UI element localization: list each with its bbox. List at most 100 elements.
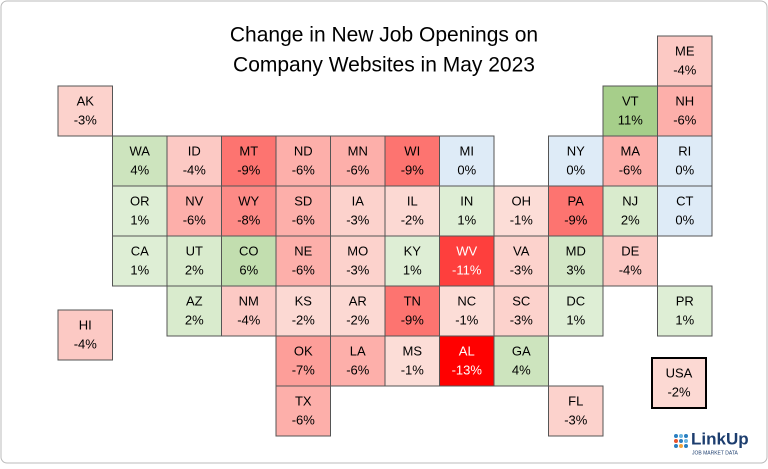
tile xyxy=(57,309,113,361)
state-label: MN xyxy=(348,143,368,158)
value-label: 11% xyxy=(618,112,643,127)
state-label: FL xyxy=(568,393,583,408)
state-label: NY xyxy=(567,143,585,158)
tile xyxy=(548,385,604,437)
state-label: PA xyxy=(568,193,585,208)
tile xyxy=(384,135,440,187)
value-label: -6% xyxy=(292,162,316,177)
tile xyxy=(330,335,386,387)
tile xyxy=(275,285,331,337)
value-label: -9% xyxy=(401,312,425,327)
tile xyxy=(275,335,331,387)
tile xyxy=(275,235,331,287)
value-label: -2% xyxy=(292,312,316,327)
state-label: CO xyxy=(239,243,259,258)
state-label: DE xyxy=(621,243,639,258)
value-label: -6% xyxy=(292,412,316,427)
value-label: -4% xyxy=(237,312,261,327)
value-label: -8% xyxy=(237,212,261,227)
tile xyxy=(330,235,386,287)
state-label: MI xyxy=(460,143,474,158)
value-label: -4% xyxy=(183,162,207,177)
value-label: -1% xyxy=(455,312,479,327)
state-label: AL xyxy=(459,343,475,358)
value-label: -6% xyxy=(292,212,316,227)
state-label: HI xyxy=(79,317,92,332)
state-label: IL xyxy=(407,193,418,208)
tile xyxy=(166,285,222,337)
state-label: RI xyxy=(678,143,691,158)
state-label: MA xyxy=(621,143,641,158)
value-label: -4% xyxy=(673,62,697,77)
state-label: NM xyxy=(239,293,259,308)
tile xyxy=(221,285,277,337)
tile xyxy=(493,335,549,387)
tile xyxy=(57,85,113,137)
tile xyxy=(493,185,549,237)
state-label: NV xyxy=(185,193,203,208)
tile xyxy=(112,185,168,237)
chart-title: Change in New Job Openings on xyxy=(230,24,538,47)
value-label: -1% xyxy=(510,212,534,227)
state-label: DC xyxy=(566,293,585,308)
tile xyxy=(657,135,713,187)
value-label: -6% xyxy=(346,162,370,177)
state-label: ME xyxy=(675,43,695,58)
tile xyxy=(275,135,331,187)
value-label: -6% xyxy=(183,212,207,227)
tile xyxy=(384,285,440,337)
state-label: MS xyxy=(403,343,423,358)
state-label: AK xyxy=(77,93,95,108)
tile xyxy=(657,185,713,237)
value-label: -9% xyxy=(401,162,425,177)
value-label: 6% xyxy=(239,262,258,277)
tile xyxy=(384,335,440,387)
tile xyxy=(330,135,386,187)
value-label: -9% xyxy=(564,212,588,227)
value-label: 0% xyxy=(457,162,476,177)
tile xyxy=(275,385,331,437)
state-label: VT xyxy=(622,93,639,108)
tile xyxy=(330,185,386,237)
value-label: 3% xyxy=(566,262,585,277)
tile xyxy=(439,335,495,387)
value-label: -9% xyxy=(237,162,261,177)
value-label: 1% xyxy=(457,212,476,227)
value-label: -13% xyxy=(452,362,483,377)
state-label: WV xyxy=(456,243,477,258)
value-label: -3% xyxy=(564,412,588,427)
state-label: NC xyxy=(457,293,476,308)
value-label: -4% xyxy=(74,336,98,351)
value-label: -1% xyxy=(401,362,425,377)
value-label: -3% xyxy=(74,112,98,127)
value-label: -11% xyxy=(452,262,482,277)
value-label: 0% xyxy=(675,212,694,227)
state-label: WY xyxy=(238,193,259,208)
state-label: MT xyxy=(239,143,258,158)
logo-text: LinkUp xyxy=(691,429,749,448)
value-label: 1% xyxy=(675,312,694,327)
value-label: 4% xyxy=(512,362,531,377)
state-label: AR xyxy=(349,293,367,308)
state-label: CA xyxy=(131,243,149,258)
value-label: -6% xyxy=(619,162,643,177)
tile xyxy=(439,185,495,237)
value-label: -4% xyxy=(619,262,643,277)
tile xyxy=(384,235,440,287)
value-label: -3% xyxy=(346,262,370,277)
logo-icon xyxy=(674,434,688,448)
tile xyxy=(602,135,658,187)
state-label: GA xyxy=(512,343,531,358)
state-label: TN xyxy=(404,293,421,308)
state-label: OR xyxy=(130,193,150,208)
state-label: VA xyxy=(513,243,530,258)
value-label: 2% xyxy=(621,212,640,227)
value-label: -3% xyxy=(510,262,534,277)
tile xyxy=(493,285,549,337)
value-label: -3% xyxy=(510,312,534,327)
tile xyxy=(548,285,604,337)
state-label: MD xyxy=(566,243,586,258)
value-label: -3% xyxy=(346,212,370,227)
value-label: 1% xyxy=(130,212,149,227)
